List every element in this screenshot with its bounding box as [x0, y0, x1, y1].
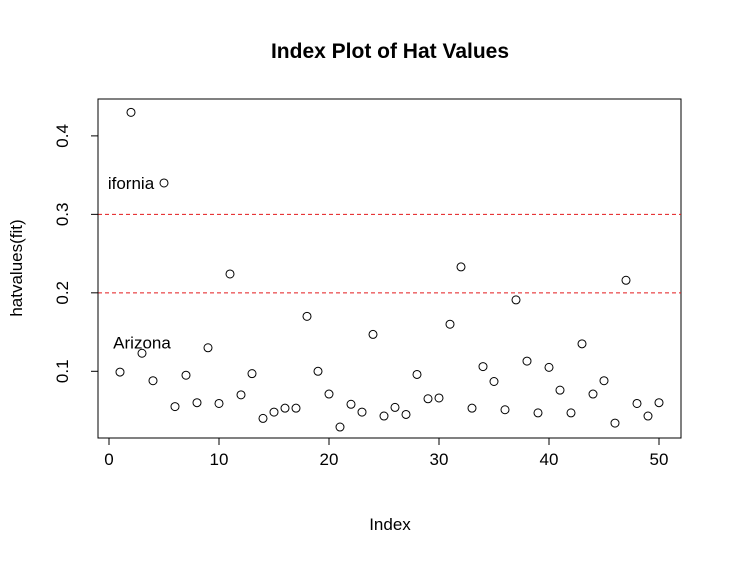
data-point: [192, 398, 202, 408]
data-point: [489, 377, 499, 386]
point-annotation: Arizona: [113, 333, 171, 352]
data-point: [214, 398, 224, 408]
chart-title: Index Plot of Hat Values: [271, 40, 509, 63]
data-point: [203, 343, 213, 353]
data-point: [401, 409, 411, 419]
y-tick-label: 0.4: [53, 124, 72, 148]
data-point: [654, 398, 664, 408]
data-point: [357, 407, 367, 417]
data-point: [181, 370, 191, 380]
data-point: [643, 411, 653, 421]
data-point: [467, 403, 477, 413]
data-point: [533, 408, 543, 418]
data-point: [456, 262, 466, 272]
data-point: [577, 339, 587, 349]
data-point: [368, 329, 378, 339]
y-axis-label: hatvalues(fit): [7, 219, 26, 316]
data-point: [412, 369, 422, 379]
data-point: [302, 311, 312, 321]
data-point: [346, 399, 356, 409]
point-annotations: ifornia Arizona: [108, 174, 172, 352]
y-tick-label: 0.1: [53, 359, 72, 383]
data-point: [566, 408, 576, 418]
data-point: [434, 393, 444, 403]
data-point: [610, 418, 620, 428]
data-point: [148, 376, 158, 386]
reference-lines: [98, 213, 681, 294]
y-tick-label: 0.2: [53, 281, 72, 305]
x-axis-label: Index: [369, 515, 411, 534]
data-point: [478, 362, 488, 372]
data-point: [445, 319, 455, 329]
data-point: [522, 356, 532, 366]
x-tick-label: 20: [320, 450, 339, 469]
point-annotation: ifornia: [108, 174, 155, 193]
data-point: [621, 275, 631, 285]
y-tick-label: 0.3: [53, 203, 72, 227]
data-points: [115, 107, 664, 432]
data-point: [500, 405, 510, 415]
x-tick-label: 0: [104, 450, 113, 469]
data-point: [555, 385, 565, 395]
x-tick-label: 40: [540, 450, 559, 469]
x-tick-label: 10: [210, 450, 229, 469]
x-axis: 0 10 20 30 40 50: [104, 437, 669, 469]
data-point: [269, 407, 279, 417]
y-axis: 0.1 0.2 0.3 0.4: [53, 124, 99, 383]
x-tick-label: 50: [650, 450, 669, 469]
data-point: [258, 413, 268, 423]
x-tick-label: 30: [430, 450, 449, 469]
data-point: [390, 402, 400, 412]
data-point: [291, 403, 301, 413]
data-point: [313, 366, 323, 376]
plot-frame: [97, 98, 682, 439]
data-point: [324, 389, 334, 399]
data-point: [236, 390, 246, 400]
data-point: [511, 295, 521, 305]
data-point: [115, 367, 125, 377]
data-point: [137, 348, 147, 358]
data-point: [170, 402, 180, 412]
data-point: [544, 362, 554, 372]
data-point: [280, 403, 290, 413]
data-point: [159, 178, 169, 188]
data-point: [632, 398, 642, 408]
data-point: [423, 394, 433, 404]
data-point: [588, 389, 598, 399]
data-point: [599, 376, 609, 386]
data-point: [225, 269, 235, 279]
data-point: [335, 422, 345, 432]
data-point: [247, 369, 257, 379]
data-point: [379, 411, 389, 421]
data-point: [126, 107, 136, 117]
